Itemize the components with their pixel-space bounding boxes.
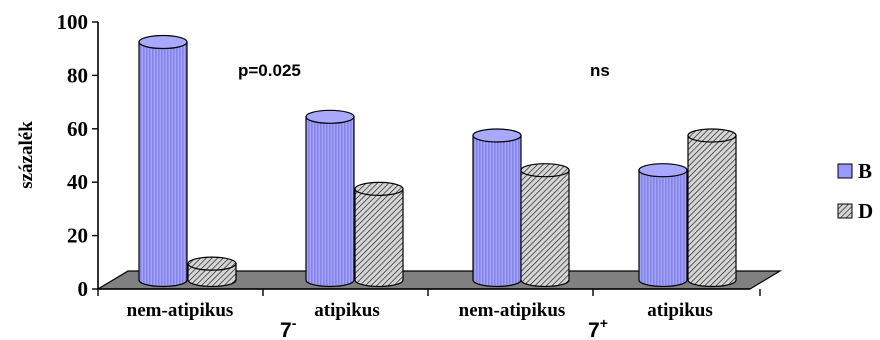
legend-label-b: B (858, 159, 872, 183)
bar-d (187, 256, 237, 288)
y-tick-label: 40 (67, 170, 88, 194)
x-category-label: nem-atipikus (127, 300, 234, 321)
x-category-label: nem-atipikus (459, 300, 566, 321)
y-tick-label: 60 (67, 117, 88, 141)
x-category-label: atipikus (314, 300, 379, 321)
group-label-7-plus: 7+ (588, 315, 608, 340)
x-category-label: atipikus (647, 300, 712, 321)
bar-b (638, 163, 688, 288)
bars-layer (138, 34, 737, 288)
group-label-7-minus: 7- (280, 315, 297, 340)
annotation-ns: ns (590, 61, 610, 80)
bar-d (520, 163, 570, 288)
legend-label-d: D (858, 199, 873, 223)
y-tick-label: 20 (67, 224, 88, 248)
legend-swatch-d (837, 203, 853, 219)
bar-b (472, 128, 522, 288)
bar-d (687, 128, 737, 288)
y-axis-label: százalék (16, 121, 37, 189)
y-tick-label: 80 (67, 63, 88, 87)
y-axis-ticks: 0 20 40 60 80 100 (57, 10, 761, 301)
bar-d (354, 181, 404, 288)
y-tick-label: 100 (57, 10, 89, 34)
y-tick-label: 0 (78, 277, 89, 301)
x-axis-category-labels: nem-atipikus atipikus nem-atipikus atipikus (127, 300, 713, 321)
legend: B D (837, 159, 873, 223)
bar-b (138, 34, 188, 288)
annotation-p-value: p=0.025 (238, 61, 301, 80)
legend-swatch-b (837, 163, 853, 179)
bar-b (305, 109, 355, 288)
